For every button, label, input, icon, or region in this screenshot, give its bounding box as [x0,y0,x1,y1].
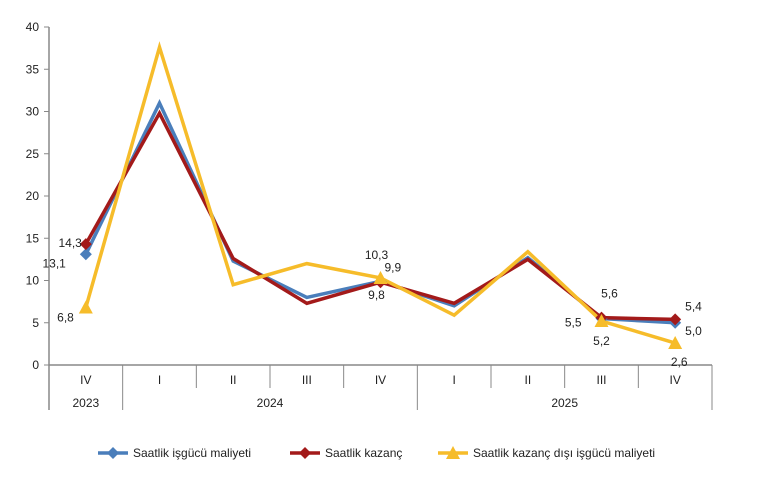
x-tick-label: III [302,373,312,387]
x-tick-label: II [524,373,531,387]
data-marker [79,248,92,261]
legend-label: Saatlik kazanç [325,446,402,460]
x-tick-label: II [230,373,237,387]
y-tick-label: 25 [26,147,40,161]
data-label: 5,4 [685,299,702,313]
data-marker [78,300,93,314]
x-tick-label: IV [375,373,386,387]
x-tick-label: I [452,373,455,387]
y-tick-label: 5 [32,316,39,330]
x-tick-label: III [596,373,606,387]
data-marker [79,238,92,251]
x-tick-label: IV [80,373,91,387]
y-tick-label: 10 [26,274,40,288]
legend-marker [446,446,460,459]
data-label: 5,0 [685,324,702,338]
y-tick-label: 40 [26,20,40,34]
data-label: 10,3 [365,248,389,262]
y-tick-label: 35 [26,62,40,76]
data-label: 9,9 [385,260,402,274]
year-label: 2024 [257,396,284,410]
x-tick-label: I [158,373,161,387]
y-tick-label: 30 [26,105,40,119]
data-label: 5,2 [593,334,610,348]
year-label: 2025 [551,396,578,410]
data-label: 13,1 [42,256,66,270]
y-tick-label: 20 [26,189,40,203]
data-marker [373,270,388,284]
year-label: 2023 [72,396,99,410]
y-tick-label: 15 [26,231,40,245]
data-label: 14,3 [58,236,82,250]
data-marker [594,314,609,328]
legend-marker [107,447,119,459]
data-label: 5,6 [601,287,618,301]
data-label: 5,5 [565,316,582,330]
legend-marker [299,447,311,459]
data-label: 9,8 [368,288,385,302]
data-marker [668,336,683,350]
data-marker [669,313,682,326]
x-tick-label: IV [669,373,680,387]
y-tick-label: 0 [32,358,39,372]
data-label: 2,6 [671,355,688,369]
data-label: 6,8 [57,311,74,325]
legend-label: Saatlik işgücü maliyeti [133,446,251,460]
legend-label: Saatlik kazanç dışı işgücü maliyeti [473,446,655,460]
